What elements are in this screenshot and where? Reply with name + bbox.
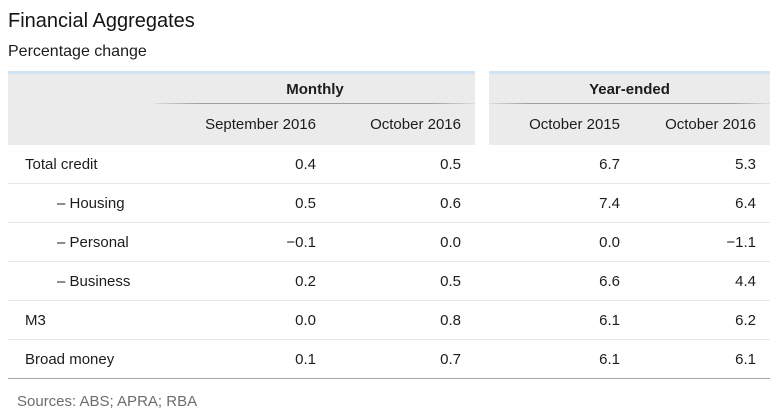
- cell-value: 6.6: [489, 261, 634, 300]
- sources-note: Sources: ABS; APRA; RBA: [17, 393, 198, 410]
- cell-value: −0.1: [155, 222, 330, 261]
- column-group-monthly-label: Monthly: [286, 80, 344, 98]
- column-group-year-ended-label: Year-ended: [589, 80, 670, 98]
- row-label: – Housing: [8, 183, 155, 222]
- table-row-housing: – Housing 0.5 0.6 7.4 6.4: [8, 183, 770, 222]
- spacer-cell: [475, 145, 489, 183]
- spacer-cell: [475, 339, 489, 378]
- cell-value: 0.0: [155, 300, 330, 339]
- column-group-spacer: [475, 71, 489, 104]
- cell-value: 4.4: [634, 261, 770, 300]
- column-header-september-2016: September 2016: [155, 104, 330, 145]
- cell-value: 0.5: [155, 183, 330, 222]
- cell-value: 0.0: [489, 222, 634, 261]
- cell-value: 6.1: [489, 300, 634, 339]
- cell-value: 0.2: [155, 261, 330, 300]
- column-header-october-2015: October 2015: [489, 104, 634, 145]
- financial-aggregates-table: Monthly Year-ended September 2016 Octobe…: [8, 71, 770, 379]
- cell-value: 6.1: [634, 339, 770, 378]
- cell-value: 0.0: [330, 222, 475, 261]
- column-group-year-ended: Year-ended: [489, 71, 770, 104]
- group-underline: [489, 103, 770, 104]
- row-label: – Business: [8, 261, 155, 300]
- cell-value: 0.8: [330, 300, 475, 339]
- table-row-m3: M3 0.0 0.8 6.1 6.2: [8, 300, 770, 339]
- cell-value: 0.5: [330, 261, 475, 300]
- table-row-total-credit: Total credit 0.4 0.5 6.7 5.3: [8, 145, 770, 183]
- cell-value: 7.4: [489, 183, 634, 222]
- page-subtitle: Percentage change: [8, 43, 147, 60]
- page-title: Financial Aggregates: [8, 10, 195, 32]
- cell-value: 6.1: [489, 339, 634, 378]
- cell-value: 0.1: [155, 339, 330, 378]
- cell-value: 0.4: [155, 145, 330, 183]
- group-underline: [155, 103, 475, 104]
- group-header-row: Monthly Year-ended: [8, 71, 770, 104]
- cell-value: 0.5: [330, 145, 475, 183]
- column-header-october-2016-year-ended: October 2016: [634, 104, 770, 145]
- cell-value: 6.7: [489, 145, 634, 183]
- column-group-monthly: Monthly: [155, 71, 475, 104]
- column-header-row: September 2016 October 2016 October 2015…: [8, 104, 770, 145]
- row-label: – Personal: [8, 222, 155, 261]
- cell-value: 6.2: [634, 300, 770, 339]
- cell-value: −1.1: [634, 222, 770, 261]
- row-label-column-header: [8, 104, 155, 145]
- cell-value: 0.6: [330, 183, 475, 222]
- column-group-spacer: [475, 104, 489, 145]
- cell-value: 6.4: [634, 183, 770, 222]
- table-row-personal: – Personal −0.1 0.0 0.0 −1.1: [8, 222, 770, 261]
- column-header-october-2016-monthly: October 2016: [330, 104, 475, 145]
- cell-value: 5.3: [634, 145, 770, 183]
- row-label: Broad money: [8, 339, 155, 378]
- row-label-column-header: [8, 71, 155, 104]
- table-row-broad-money: Broad money 0.1 0.7 6.1 6.1: [8, 339, 770, 378]
- spacer-cell: [475, 222, 489, 261]
- row-label: M3: [8, 300, 155, 339]
- cell-value: 0.7: [330, 339, 475, 378]
- spacer-cell: [475, 261, 489, 300]
- spacer-cell: [475, 183, 489, 222]
- spacer-cell: [475, 300, 489, 339]
- table-row-business: – Business 0.2 0.5 6.6 4.4: [8, 261, 770, 300]
- row-label: Total credit: [8, 145, 155, 183]
